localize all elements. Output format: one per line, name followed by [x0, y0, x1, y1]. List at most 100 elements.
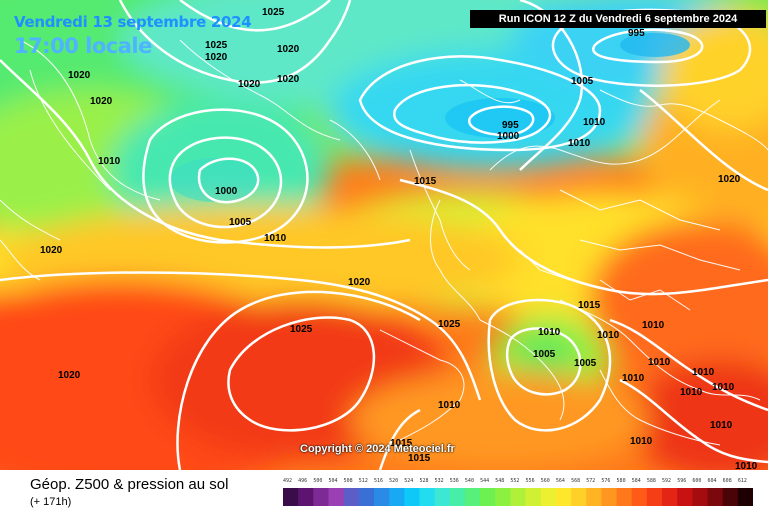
scale-label: 552: [510, 478, 520, 484]
model-run-info: Run ICON 12 Z du Vendredi 6 septembre 20…: [470, 10, 766, 28]
isobar-1025-north: [179, 0, 331, 32]
scale-label: 548: [495, 478, 505, 484]
geopotential-field: [0, 0, 768, 470]
scale-bar: [283, 488, 753, 506]
isobars: [0, 0, 768, 470]
scale-label: 580: [616, 478, 626, 484]
isobar-label: 1025: [290, 324, 313, 335]
scale-label: 572: [586, 478, 596, 484]
isobar-1005-italy: [506, 327, 582, 396]
scale-label: 540: [464, 478, 474, 484]
scale-label: 576: [601, 478, 611, 484]
isobar-label: 995: [502, 120, 519, 131]
copyright-notice: Copyright © 2024 Meteociel.fr: [300, 443, 455, 455]
isobar-1025-azores: [227, 316, 376, 432]
isobar-1010-se: [619, 378, 768, 464]
scale-label: 600: [692, 478, 702, 484]
scale-label: 532: [434, 478, 444, 484]
scale-label: 596: [677, 478, 687, 484]
color-scale: 492 496 500 504 508 512 516 520 524 528 532 536 540 5…: [283, 478, 753, 506]
isobar-1005-northsea: [358, 55, 602, 152]
scale-label: 584: [631, 478, 641, 484]
map-title: Géop. Z500 & pression au sol: [30, 476, 229, 493]
scale-swatch: [571, 488, 587, 506]
scale-swatch: [495, 488, 511, 506]
scale-labels: 492 496 500 504 508 512 516 520 524 528 532 536 540 5…: [283, 478, 753, 486]
isobar-label: 1020: [348, 277, 371, 288]
scale-swatch: [601, 488, 618, 506]
isobar-995-scandinavia: [592, 28, 704, 64]
isobar-label: 1010: [712, 382, 735, 393]
scale-label: 524: [404, 478, 414, 484]
scale-label: 500: [313, 478, 323, 484]
isobar-label: 1020: [277, 74, 300, 85]
low-core-atlantic: [170, 158, 260, 202]
isobar-label: 1010: [597, 330, 620, 341]
isobar-label: 1020: [718, 174, 741, 185]
isobar-label: 1025: [438, 319, 461, 330]
isobar-label: 1010: [583, 117, 606, 128]
scale-label: 516: [373, 478, 383, 484]
scale-swatch: [389, 488, 405, 506]
scale-swatch: [358, 488, 375, 506]
scale-swatch: [540, 488, 557, 506]
isobar-995-northsea: [468, 105, 535, 137]
isobar-1010-italy-outer: [487, 298, 612, 432]
scale-swatch: [510, 488, 527, 506]
scale-swatch: [646, 488, 663, 506]
isobar-label: 1005: [533, 349, 556, 360]
scale-swatch: [419, 488, 436, 506]
low-core-scandinavia: [620, 33, 690, 57]
scale-swatch: [525, 488, 542, 506]
scale-label: 592: [662, 478, 672, 484]
isobar-1010-east: [609, 318, 768, 412]
scale-swatch: [555, 488, 572, 506]
isobar-label: 995: [628, 28, 645, 39]
isobar-1015-central: [399, 178, 768, 296]
isobar-1015-east: [639, 89, 768, 192]
isobar-label: 1025: [262, 7, 285, 18]
isobar-label: 1010: [735, 461, 758, 470]
isobar-label: 1020: [277, 44, 300, 55]
scale-label: 528: [419, 478, 429, 484]
isobar-1020-north: [118, 0, 352, 84]
isobar-label: 1020: [205, 52, 228, 63]
scale-swatch: [464, 488, 481, 506]
isobar-1000-atlantic: [197, 157, 260, 204]
scale-label: 604: [707, 478, 717, 484]
scale-swatch: [631, 488, 648, 506]
isobar-label: 1010: [438, 400, 461, 411]
scale-swatch: [449, 488, 466, 506]
forecast-time: 17:00 locale: [14, 34, 152, 58]
weather-map: 1025 1025 1020 1020 1020 1020 1020 1010 …: [0, 0, 768, 470]
isobar-label: 1010: [622, 373, 645, 384]
isobar-1020-south: [176, 290, 421, 470]
isobar-label: 1010: [98, 156, 121, 167]
scale-label: 560: [540, 478, 550, 484]
isobar-label: 1020: [90, 96, 113, 107]
scale-swatch: [480, 488, 496, 506]
scale-swatch: [662, 488, 678, 506]
isobar-label: 1010: [692, 367, 715, 378]
scale-label: 564: [555, 478, 565, 484]
scale-swatch: [373, 488, 390, 506]
isobar-label: 1000: [497, 131, 520, 142]
scale-label: 496: [298, 478, 308, 484]
scale-label: 508: [343, 478, 353, 484]
scale-swatch: [298, 488, 314, 506]
isobar-label: 1000: [215, 186, 238, 197]
isobar-label: 1010: [568, 138, 591, 149]
scale-swatch: [692, 488, 709, 506]
isobar-label: 1020: [58, 370, 81, 381]
scale-swatch: [283, 488, 299, 506]
isobar-label: 1020: [238, 79, 261, 90]
scale-swatch: [328, 488, 345, 506]
isobar-label: 1015: [408, 453, 431, 464]
isobar-label: 1015: [578, 300, 601, 311]
isobar-label: 1005: [571, 76, 594, 87]
scale-swatch: [722, 488, 739, 506]
scale-label: 556: [525, 478, 535, 484]
scale-swatch: [343, 488, 360, 506]
isobar-label: 1020: [68, 70, 91, 81]
isobar-label: 1010: [648, 357, 671, 368]
